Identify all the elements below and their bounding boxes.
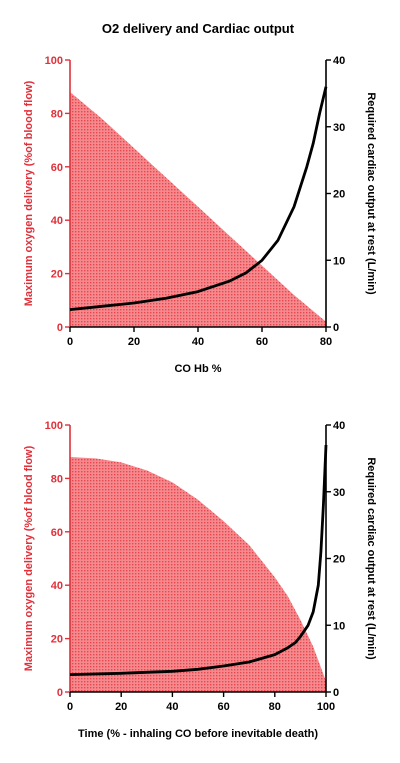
left-tick-label: 80 — [51, 473, 63, 485]
right-tick-label: 0 — [333, 322, 339, 334]
left-tick-label: 100 — [45, 55, 63, 67]
left-tick-label: 80 — [51, 108, 63, 120]
right-tick-label: 20 — [333, 189, 345, 201]
figure-title: O2 delivery and Cardiac output — [102, 21, 295, 36]
right-tick-label: 10 — [333, 255, 345, 267]
x-tick-label: 20 — [115, 701, 127, 713]
left-tick-label: 40 — [51, 580, 63, 592]
left-tick-label: 0 — [57, 322, 63, 334]
chart-time: 0 20 40 60 80 100 0 10 20 30 40 0 20 40 60 80 100 Maximum… — [23, 420, 377, 740]
left-tick-label: 0 — [57, 687, 63, 699]
left-tick-label: 100 — [45, 420, 63, 432]
right-tick-label: 10 — [333, 620, 345, 632]
x-tick-label: 60 — [217, 701, 229, 713]
x-tick-label: 60 — [256, 336, 268, 348]
left-tick-label: 20 — [51, 269, 63, 281]
x-tick-label: 80 — [269, 701, 281, 713]
x-axis-label: CO Hb % — [174, 363, 221, 375]
left-y-axis-label: Maximum oxygen delivery (%of blood flow) — [23, 445, 35, 671]
cardiac-output-line — [69, 444, 328, 676]
right-y-axis-label: Required cardiac output at rest (L/min) — [365, 457, 377, 660]
chart-cohb: 0 20 40 60 80 100 0 10 20 30 40 0 20 40 60 80 Maximum ox… — [23, 55, 377, 375]
cardiac-output-line — [69, 86, 328, 311]
x-tick-label: 20 — [128, 336, 140, 348]
left-tick-label: 20 — [51, 634, 63, 646]
left-y-axis-label: Maximum oxygen delivery (%of blood flow) — [23, 80, 35, 306]
x-tick-label: 0 — [67, 336, 73, 348]
right-tick-label: 30 — [333, 487, 345, 499]
x-tick-label: 80 — [320, 336, 332, 348]
right-tick-label: 20 — [333, 554, 345, 566]
x-tick-label: 40 — [166, 701, 178, 713]
oxygen-delivery-area — [70, 92, 326, 327]
oxygen-delivery-area — [70, 457, 326, 692]
right-y-axis-label: Required cardiac output at rest (L/min) — [365, 92, 377, 295]
left-tick-label: 60 — [51, 162, 63, 174]
right-tick-label: 40 — [333, 55, 345, 67]
right-tick-label: 40 — [333, 420, 345, 432]
x-tick-label: 40 — [192, 336, 204, 348]
x-axis-label: Time (% - inhaling CO before inevitable … — [78, 728, 318, 740]
left-tick-label: 60 — [51, 527, 63, 539]
left-tick-label: 40 — [51, 215, 63, 227]
x-tick-label: 100 — [317, 701, 335, 713]
right-tick-label: 0 — [333, 687, 339, 699]
x-tick-label: 0 — [67, 701, 73, 713]
right-tick-label: 30 — [333, 122, 345, 134]
